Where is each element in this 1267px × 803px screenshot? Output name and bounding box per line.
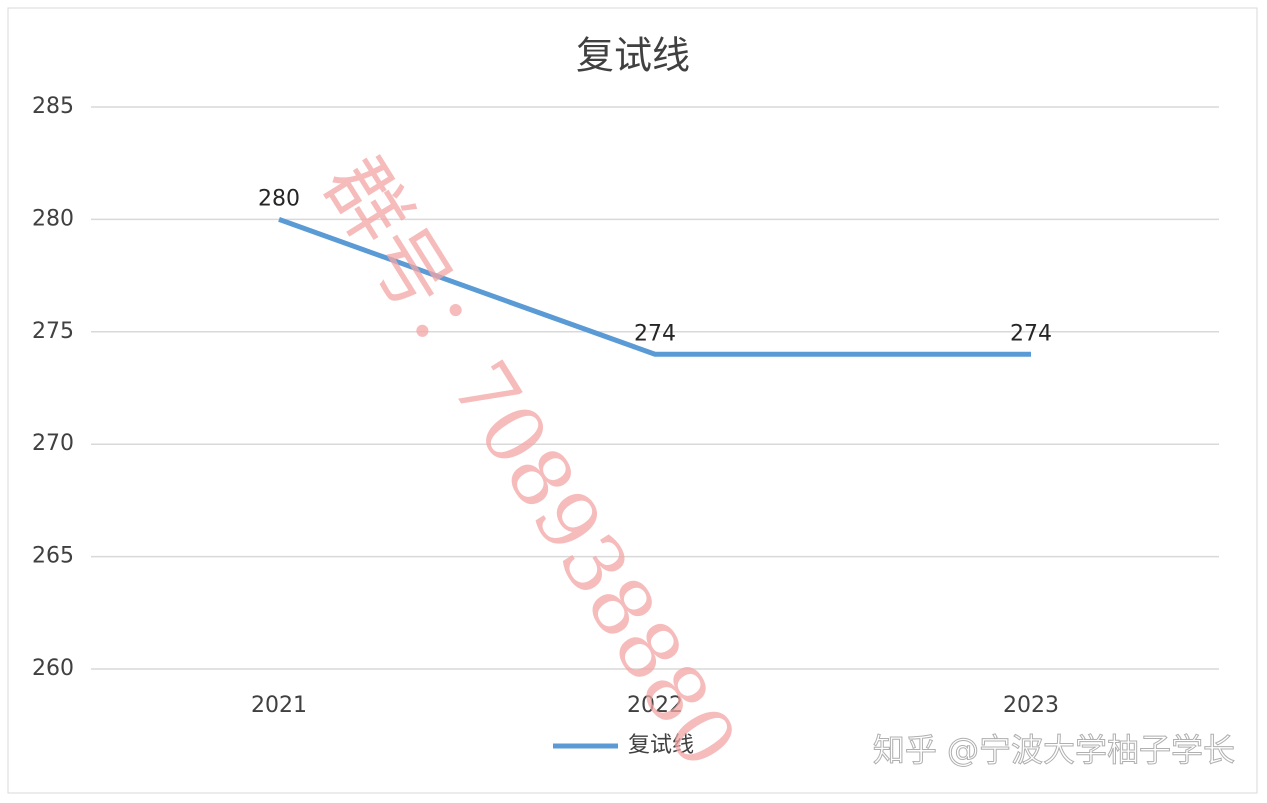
x-tick-label: 2022 xyxy=(627,693,683,718)
x-tick-label: 2021 xyxy=(251,693,307,718)
y-tick-label: 260 xyxy=(32,656,74,681)
legend-label: 复试线 xyxy=(628,733,694,758)
chart-border xyxy=(7,7,1258,794)
y-tick-label: 270 xyxy=(32,431,74,456)
y-tick-label: 265 xyxy=(32,544,74,569)
series-line xyxy=(278,217,1031,357)
watermark-credit: 知乎 @宁波大学柚子学长 xyxy=(873,731,1235,769)
y-tick-label: 285 xyxy=(32,94,74,119)
data-label: 274 xyxy=(634,321,676,346)
y-tick-label: 280 xyxy=(32,206,74,231)
x-tick-label: 2023 xyxy=(1003,693,1059,718)
chart-title: 复试线 xyxy=(576,34,690,78)
data-label: 280 xyxy=(258,186,300,211)
data-label: 274 xyxy=(1010,321,1052,346)
y-tick-label: 275 xyxy=(32,319,74,344)
